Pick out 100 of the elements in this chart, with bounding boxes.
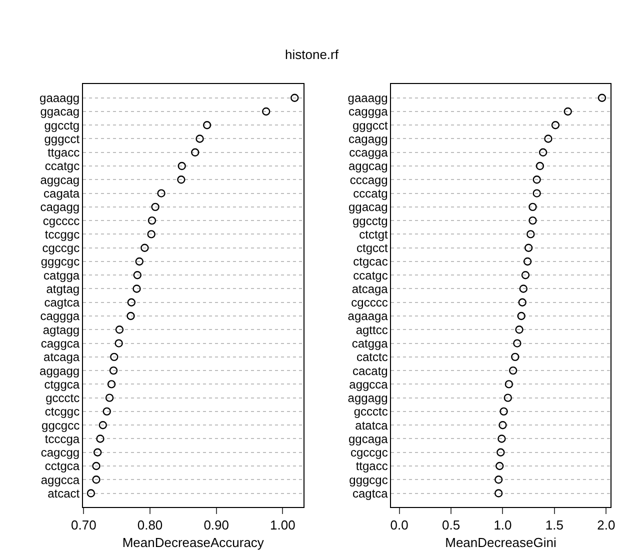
x-axis-title: MeanDecreaseGini (445, 535, 557, 550)
point (157, 189, 166, 198)
point (262, 107, 270, 116)
point (526, 230, 535, 238)
point (528, 216, 537, 225)
point (519, 284, 528, 293)
y-tick-label: ggcctg (352, 214, 388, 228)
y-tick-label: cagcgg (40, 446, 80, 460)
point (133, 271, 142, 280)
y-tick-label: atgtag (46, 282, 80, 296)
point (532, 176, 541, 184)
y-tick-label: ccatgc (353, 268, 388, 282)
y-tick-label: ccatgc (44, 159, 80, 174)
point (178, 162, 186, 170)
y-tick-label: cagtca (44, 296, 80, 310)
point (496, 462, 504, 470)
point (135, 257, 144, 266)
y-tick-label: catgga (352, 336, 388, 350)
y-tick-label: aggcag (40, 172, 80, 187)
point (528, 202, 537, 212)
y-tick-label: cgcccc (42, 214, 80, 228)
point (109, 366, 118, 375)
y-tick-label: gggcgc (349, 472, 388, 487)
point (86, 489, 96, 498)
point (126, 312, 135, 320)
y-tick-label: atcact (48, 486, 80, 500)
point (196, 134, 204, 143)
point (504, 380, 514, 388)
x-tick-label: 1.00 (270, 518, 296, 533)
point (98, 421, 107, 430)
point (140, 244, 149, 252)
point (524, 244, 533, 252)
y-tick-label: aggcag (348, 159, 388, 174)
chart-title: histone.rf (285, 47, 339, 62)
y-tick-label: gaaagg (40, 91, 80, 106)
x-tick-label: 0.0 (390, 518, 408, 533)
y-tick-label: cccatg (353, 186, 388, 200)
y-tick-label: ttgacc (356, 459, 388, 474)
point (518, 298, 526, 306)
y-tick-label: cgccgc (42, 241, 80, 256)
y-tick-label: aggcca (40, 472, 80, 487)
y-tick-label: ggacag (40, 104, 80, 119)
point (107, 380, 116, 388)
y-tick-label: cagata (44, 186, 80, 200)
point (513, 339, 522, 348)
point (521, 271, 530, 280)
y-tick-label: ccagga (349, 146, 388, 160)
y-tick-label: ggcaga (348, 432, 388, 446)
y-tick-label: ggacag (348, 200, 388, 214)
y-tick-label: ctctgt (359, 227, 388, 242)
point (494, 489, 503, 498)
point (147, 230, 156, 238)
y-tick-label: tccggc (44, 227, 80, 242)
x-tick-label: 0.70 (70, 518, 96, 533)
y-tick-label: agttcc (356, 322, 388, 337)
y-tick-label: aggagg (348, 391, 388, 406)
point (177, 176, 186, 184)
point (494, 476, 503, 484)
point (496, 448, 505, 456)
y-tick-label: gggcgc (40, 254, 80, 269)
point (598, 94, 606, 102)
y-tick-label: caggga (40, 309, 80, 324)
y-tick-label: gggcct (352, 118, 389, 132)
point (517, 312, 526, 320)
x-tick-label: 0.5 (442, 518, 460, 533)
y-tick-label: ctgcac (353, 254, 388, 269)
y-tick-label: agaaga (348, 309, 388, 324)
point (536, 162, 544, 170)
point (532, 189, 541, 198)
point (110, 352, 118, 362)
point (202, 121, 212, 130)
point (93, 448, 102, 456)
y-tick-label: ctcggc (44, 404, 80, 419)
y-tick-label: atatca (355, 418, 388, 432)
point (544, 134, 552, 143)
y-tick-label: catctc (356, 350, 388, 364)
x-tick-label: 1.0 (494, 518, 512, 533)
y-tick-label: cccagg (350, 172, 388, 187)
point (102, 407, 111, 416)
y-tick-label: gaaagg (348, 91, 388, 106)
y-tick-label: ctggca (44, 377, 80, 392)
y-tick-label: ggcctg (44, 118, 80, 132)
point (564, 107, 572, 116)
point (92, 476, 100, 484)
y-tick-label: caggga (348, 104, 388, 119)
y-tick-label: ttgacc (48, 146, 80, 160)
point (96, 434, 104, 443)
y-tick-label: ctgcct (356, 241, 389, 256)
y-tick-label: cagagg (348, 132, 388, 146)
y-tick-label: gccctc (354, 404, 388, 419)
y-tick-label: aggcca (349, 377, 388, 392)
y-tick-label: cgcccc (351, 296, 388, 310)
point (148, 216, 156, 225)
y-tick-label: cacatg (352, 364, 388, 378)
point (511, 352, 520, 362)
y-tick-label: atcaga (352, 282, 388, 296)
point (151, 202, 160, 212)
y-tick-label: aggagg (40, 364, 80, 378)
y-tick-label: atcaga (44, 350, 80, 364)
point (115, 326, 124, 334)
